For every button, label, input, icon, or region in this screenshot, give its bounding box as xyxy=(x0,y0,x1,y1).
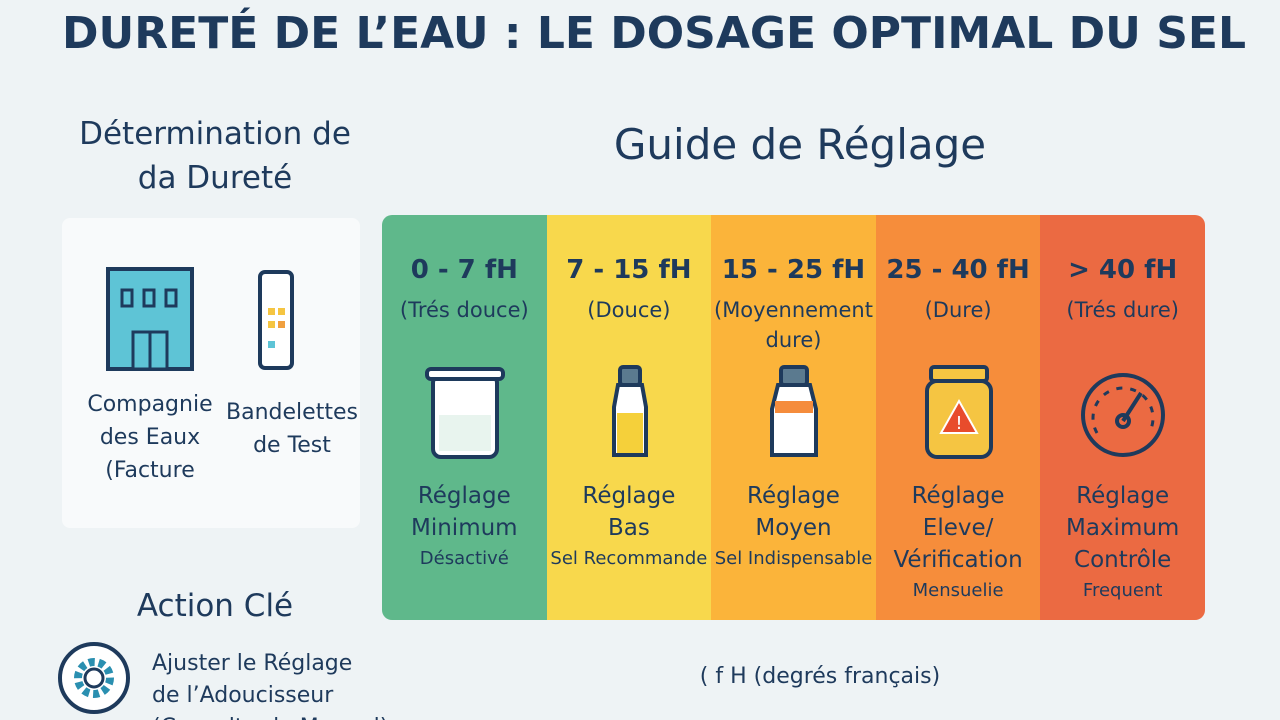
guide-title: Guide de Réglage xyxy=(613,120,987,169)
setting-text: Réglage Eleve/Vérification Mensuelie xyxy=(876,480,1041,606)
setting-icon xyxy=(425,367,505,459)
hardness-range: 7 - 15 fH xyxy=(566,255,692,285)
setting-icon: ! xyxy=(924,365,993,459)
setting-line: Frequent xyxy=(1082,580,1163,601)
setting-line: Contrôle xyxy=(1074,547,1172,573)
source-label: Compagnie des Eaux (Facture xyxy=(75,388,225,487)
hardness-desc: (Douce) xyxy=(547,295,712,325)
footnote: ( f H (degrés français) xyxy=(699,664,941,689)
setting-icon xyxy=(770,365,819,457)
guide-column: > 40 fH (Trés dure) Réglage Maximum Contrôle… xyxy=(1040,215,1205,620)
desc-line: (Douce) xyxy=(587,298,671,322)
setting-line: Sel Recommande xyxy=(550,548,708,569)
hardness-range: 0 - 7 fH xyxy=(410,255,518,285)
page-title: DURETÉ DE L’EAU : LE DOSAGE OPTIMAL DU S… xyxy=(62,8,1246,59)
hardness-desc: (Moyennement dure) xyxy=(711,295,876,355)
setting-line: Réglage xyxy=(747,483,840,509)
setting-text: Réglage Minimum Désactivé xyxy=(382,480,547,574)
setting-icon xyxy=(1081,373,1166,457)
hardness-range: > 40 fH xyxy=(1068,255,1178,285)
setting-line: Minimum xyxy=(411,515,518,541)
source-label: Bandelettes de Test xyxy=(222,396,362,462)
desc-line: (Trés dure) xyxy=(1066,298,1179,322)
desc-line: (Dure) xyxy=(924,298,992,322)
desc-line: (Moyennement xyxy=(714,298,873,322)
hardness-range: 15 - 25 fH xyxy=(721,255,866,285)
title-line: Détermination de xyxy=(79,116,351,152)
setting-line: Moyen xyxy=(755,515,832,541)
label-line: des Eaux xyxy=(99,425,201,450)
guide-column: 25 - 40 fH (Dure)! Réglage Eleve/Vérificati… xyxy=(875,215,1041,620)
setting-line: Maximum xyxy=(1066,515,1180,541)
gear-icon xyxy=(58,642,130,714)
hardness-range: 25 - 40 fH xyxy=(886,255,1030,285)
setting-line: Bas xyxy=(607,515,650,541)
guide-column: 15 - 25 fH (Moyennement dure) Réglage Moyen S… xyxy=(711,215,876,620)
text-line: de l’Adoucisseur xyxy=(152,683,334,708)
label-line: Compagnie xyxy=(87,392,213,417)
label-line: Bandelettes xyxy=(226,400,358,425)
desc-line: dure) xyxy=(765,328,822,352)
setting-line: Réglage xyxy=(417,483,511,509)
test-strip-icon xyxy=(258,270,294,370)
action-text: Ajuster le Réglage de l’Adoucisseur (Con… xyxy=(152,648,388,720)
setting-line: Désactivé xyxy=(419,548,509,569)
desc-line: (Trés douce) xyxy=(399,298,529,322)
setting-line: Vérification xyxy=(893,547,1023,573)
setting-line: Réglage xyxy=(1076,483,1170,509)
setting-text: Réglage Maximum Contrôle Frequent xyxy=(1040,480,1205,606)
text-line: (Consulter le Manuel) xyxy=(152,712,388,720)
setting-text: Réglage Moyen Sel Indispensable xyxy=(711,480,876,574)
hardness-desc: (Trés dure) xyxy=(1040,295,1205,325)
setting-line: Sel Indispensable xyxy=(714,548,873,569)
section-title: Action Clé xyxy=(136,588,294,624)
text-line: Ajuster le Réglage xyxy=(152,651,353,676)
svg-text:!: ! xyxy=(955,413,962,434)
section-title: Détermination de da Dureté xyxy=(40,112,390,200)
hardness-desc: (Trés douce) xyxy=(382,295,547,325)
label-line: (Facture xyxy=(105,458,195,483)
guide-column: 7 - 15 fH (Douce) Réglage Bas Sel Recommande xyxy=(546,215,712,620)
guide-columns: 0 - 7 fH (Trés douce) Réglage Minimum Désact… xyxy=(382,215,1205,620)
title-line: da Dureté xyxy=(137,160,293,196)
setting-line: Réglage xyxy=(911,483,1005,509)
setting-text: Réglage Bas Sel Recommande xyxy=(547,480,712,574)
label-line: de Test xyxy=(253,433,331,458)
setting-line: Mensuelie xyxy=(912,580,1004,601)
setting-line: Eleve/ xyxy=(922,515,994,541)
guide-column: 0 - 7 fH (Trés douce) Réglage Minimum Désact… xyxy=(382,215,547,620)
hardness-desc: (Dure) xyxy=(876,295,1041,325)
building-icon xyxy=(106,267,194,371)
setting-line: Réglage xyxy=(582,483,676,509)
setting-icon xyxy=(611,365,648,457)
